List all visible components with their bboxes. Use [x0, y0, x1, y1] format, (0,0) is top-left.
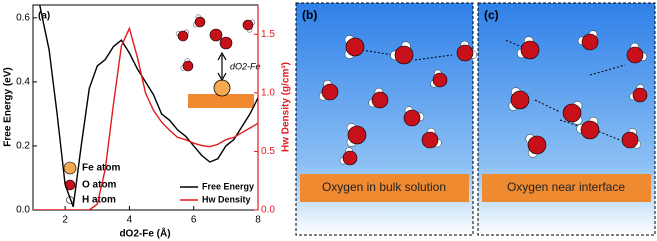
inset: dO2-Fe [188, 28, 261, 108]
o-atom [182, 60, 194, 72]
o-atom [456, 44, 474, 62]
panel-c: (c) Oxygen near interface [477, 2, 656, 236]
x-tick-label: 8 [255, 215, 261, 226]
fe-atom [213, 79, 231, 97]
o-atom [345, 37, 365, 57]
o-atom [632, 87, 648, 103]
x-tick-label: 4 [127, 215, 133, 226]
y2-tick-label: 1.0 [261, 87, 275, 98]
legend-text: Fe atom [82, 163, 120, 174]
x-tick-label: 2 [62, 215, 68, 226]
o-atom [626, 46, 644, 64]
water-molecule [193, 14, 206, 28]
water-molecule [403, 106, 425, 127]
water-molecule [456, 40, 478, 62]
water-molecule [562, 101, 583, 125]
water-molecule [339, 147, 358, 166]
water-molecule [576, 116, 600, 140]
water-molecule [344, 35, 365, 59]
o2-atom [209, 28, 223, 42]
water-molecule [242, 19, 255, 33]
o-atom [621, 131, 639, 149]
legend-icon [63, 161, 77, 175]
o-atom [527, 135, 547, 155]
o-atom [580, 120, 600, 140]
line-legend: Free Energy Hw Density [180, 181, 254, 204]
legend-text: O atom [82, 180, 117, 191]
o-atom [562, 103, 582, 123]
water-molecule [421, 127, 442, 149]
water-molecule [629, 84, 648, 103]
legend-text: Hw Density [202, 194, 251, 204]
o-atom [520, 40, 540, 60]
o-atom [347, 125, 367, 145]
o-atom [321, 83, 339, 101]
legend-text: Free Energy [202, 181, 254, 191]
legend-text: H atom [82, 195, 116, 206]
h-bond [534, 99, 561, 113]
y2-tick-label: 1.5 [261, 29, 275, 40]
y-tick-label: 0.0 [16, 205, 30, 216]
o-atom [432, 72, 448, 88]
panel-b: (b) Oxygen in bulk solution [295, 2, 474, 236]
o2-atom [219, 36, 233, 50]
o-atom [177, 30, 189, 42]
o-atom [581, 33, 599, 51]
panel-caption: Oxygen in bulk solution [322, 180, 446, 194]
y2-tick-label: 0.0 [261, 205, 275, 216]
o-atom [394, 45, 414, 65]
data-line [39, 5, 258, 208]
inset-label: dO2-Fe [230, 61, 261, 71]
water-molecule [180, 58, 194, 72]
water-molecule [621, 128, 642, 149]
y2-axis-label: Hw Density (g/cm³) [281, 62, 292, 152]
o-atom [371, 91, 389, 109]
panel-label: (c) [484, 8, 499, 22]
data-line [33, 26, 258, 210]
panel-caption: Oxygen near interface [507, 180, 625, 194]
surface [300, 174, 469, 202]
water-molecule [525, 134, 547, 158]
arrow-heads [217, 51, 227, 82]
x-tick-label: 6 [191, 215, 197, 226]
o-atom [510, 90, 530, 110]
x-axis-label: dO2-Fe (Å) [119, 227, 170, 240]
water-molecule [430, 69, 448, 88]
y-axis-label: Free Energy (eV) [3, 67, 14, 146]
water-molecule [577, 30, 599, 51]
water-molecule [318, 80, 339, 101]
water-molecule [346, 123, 367, 147]
atom-legend: Fe atom O atom H atom [63, 161, 120, 206]
h-bond [594, 129, 621, 141]
water-molecule [626, 42, 648, 64]
o-atom [242, 19, 254, 31]
water-molecule [390, 41, 414, 65]
water-molecule [516, 36, 540, 60]
h-bond [361, 49, 394, 56]
o-atom [421, 131, 439, 149]
y-tick-label: 0.6 [16, 12, 30, 23]
o-atom [403, 109, 421, 127]
surface [482, 174, 651, 202]
water-molecule [175, 29, 190, 42]
panel-label: (b) [302, 8, 317, 22]
o-atom [342, 150, 358, 166]
water-molecule [508, 87, 530, 111]
y-tick-label: 0.4 [16, 77, 30, 88]
panel-label: (a) [38, 11, 50, 22]
y2-tick-label: 0.5 [261, 146, 275, 157]
y-tick-label: 0.2 [16, 141, 30, 152]
fe-surface [188, 94, 254, 108]
water-molecule [368, 87, 389, 109]
o-atom [194, 16, 206, 28]
